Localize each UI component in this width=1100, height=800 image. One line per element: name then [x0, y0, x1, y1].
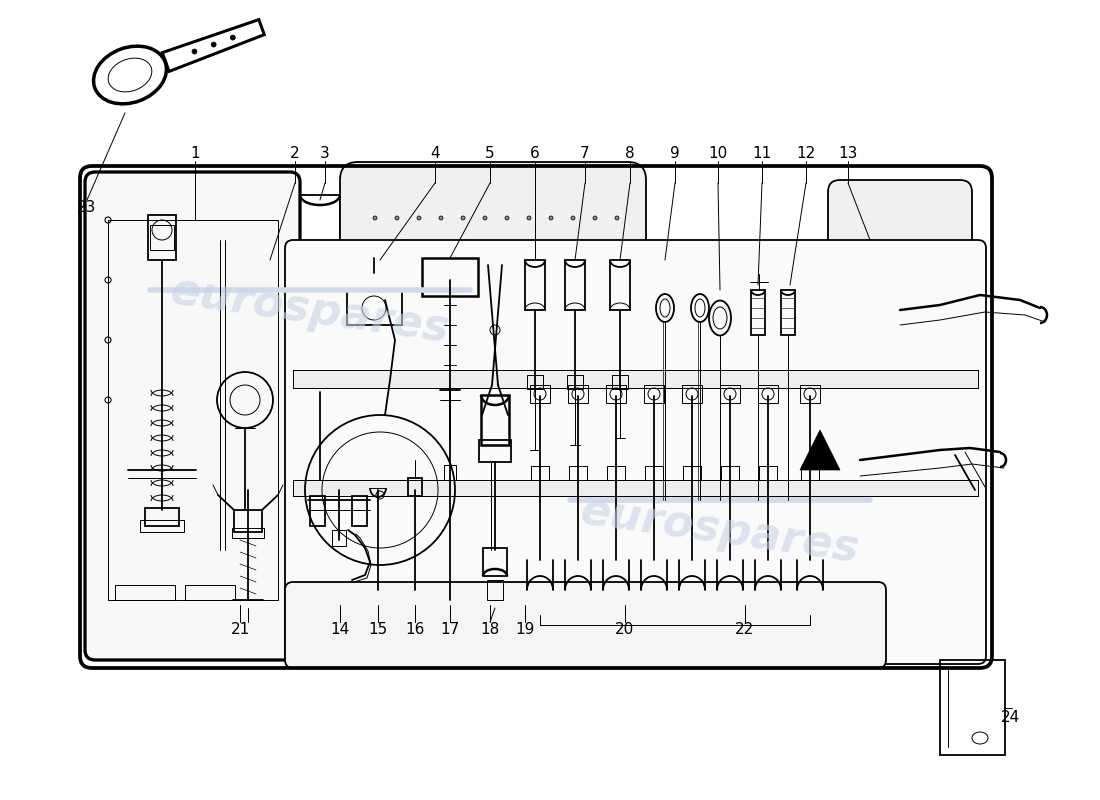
- Text: 9: 9: [670, 146, 680, 161]
- Bar: [332, 530, 346, 546]
- Bar: [751, 290, 764, 335]
- Bar: [306, 370, 334, 392]
- Text: 14: 14: [330, 622, 350, 638]
- Bar: [720, 385, 740, 403]
- Bar: [293, 480, 978, 496]
- Text: 7: 7: [580, 146, 590, 161]
- FancyBboxPatch shape: [340, 162, 646, 278]
- Bar: [682, 385, 702, 403]
- Bar: [531, 466, 549, 480]
- Bar: [683, 466, 701, 480]
- Bar: [308, 475, 332, 493]
- Text: 24: 24: [1000, 710, 1020, 726]
- Bar: [607, 466, 625, 480]
- Text: 10: 10: [708, 146, 727, 161]
- Bar: [185, 585, 235, 600]
- Text: 5: 5: [485, 146, 495, 161]
- Text: 22: 22: [736, 622, 755, 638]
- Bar: [801, 466, 820, 480]
- Bar: [759, 466, 777, 480]
- FancyBboxPatch shape: [285, 582, 886, 668]
- Bar: [422, 258, 478, 296]
- Circle shape: [230, 35, 235, 40]
- Bar: [346, 290, 402, 325]
- Bar: [612, 375, 628, 389]
- Bar: [487, 580, 503, 600]
- Circle shape: [483, 216, 487, 220]
- Circle shape: [505, 216, 509, 220]
- Text: 15: 15: [368, 622, 387, 638]
- Circle shape: [192, 49, 197, 54]
- FancyBboxPatch shape: [85, 172, 300, 660]
- Text: 21: 21: [230, 622, 250, 638]
- Text: 4: 4: [430, 146, 440, 161]
- Bar: [527, 375, 543, 389]
- Bar: [645, 466, 663, 480]
- Polygon shape: [800, 430, 840, 470]
- Bar: [781, 290, 795, 335]
- Circle shape: [593, 216, 597, 220]
- FancyBboxPatch shape: [828, 180, 972, 269]
- Bar: [525, 260, 544, 310]
- Bar: [310, 496, 324, 526]
- Text: 3: 3: [320, 146, 330, 161]
- Bar: [483, 548, 507, 576]
- Bar: [481, 395, 509, 445]
- Bar: [644, 385, 664, 403]
- Bar: [232, 528, 264, 538]
- Bar: [140, 520, 184, 532]
- Text: 1: 1: [190, 146, 200, 161]
- Text: 19: 19: [515, 622, 535, 638]
- Text: 6: 6: [530, 146, 540, 161]
- Bar: [610, 260, 630, 310]
- Bar: [758, 385, 778, 403]
- Bar: [530, 385, 550, 403]
- Bar: [566, 375, 583, 389]
- Bar: [145, 508, 179, 526]
- Bar: [606, 385, 626, 403]
- Circle shape: [549, 216, 553, 220]
- Bar: [293, 370, 978, 388]
- Circle shape: [373, 216, 377, 220]
- Text: 17: 17: [440, 622, 460, 638]
- Bar: [148, 215, 176, 260]
- Bar: [800, 385, 820, 403]
- Bar: [352, 496, 367, 526]
- Circle shape: [211, 42, 216, 47]
- Circle shape: [527, 216, 531, 220]
- Bar: [940, 660, 1005, 755]
- Bar: [108, 220, 278, 600]
- Bar: [444, 465, 456, 480]
- Text: eurospares: eurospares: [578, 489, 862, 571]
- Bar: [150, 225, 174, 250]
- Text: 11: 11: [752, 146, 771, 161]
- FancyBboxPatch shape: [285, 240, 986, 664]
- Bar: [300, 195, 340, 255]
- Text: 23: 23: [77, 201, 97, 215]
- Circle shape: [417, 216, 421, 220]
- Text: 16: 16: [405, 622, 425, 638]
- Bar: [408, 478, 422, 496]
- Circle shape: [571, 216, 575, 220]
- Bar: [568, 385, 588, 403]
- Text: eurospares: eurospares: [167, 269, 452, 351]
- Text: 20: 20: [615, 622, 635, 638]
- Bar: [569, 466, 587, 480]
- Bar: [478, 440, 512, 462]
- Circle shape: [395, 216, 399, 220]
- Text: 2: 2: [290, 146, 300, 161]
- Circle shape: [439, 216, 443, 220]
- Bar: [720, 466, 739, 480]
- Bar: [565, 260, 585, 310]
- Bar: [234, 510, 262, 532]
- Text: 12: 12: [796, 146, 815, 161]
- Text: 13: 13: [838, 146, 858, 161]
- Circle shape: [461, 216, 465, 220]
- Text: 8: 8: [625, 146, 635, 161]
- Circle shape: [615, 216, 619, 220]
- Text: 18: 18: [481, 622, 499, 638]
- Bar: [116, 585, 175, 600]
